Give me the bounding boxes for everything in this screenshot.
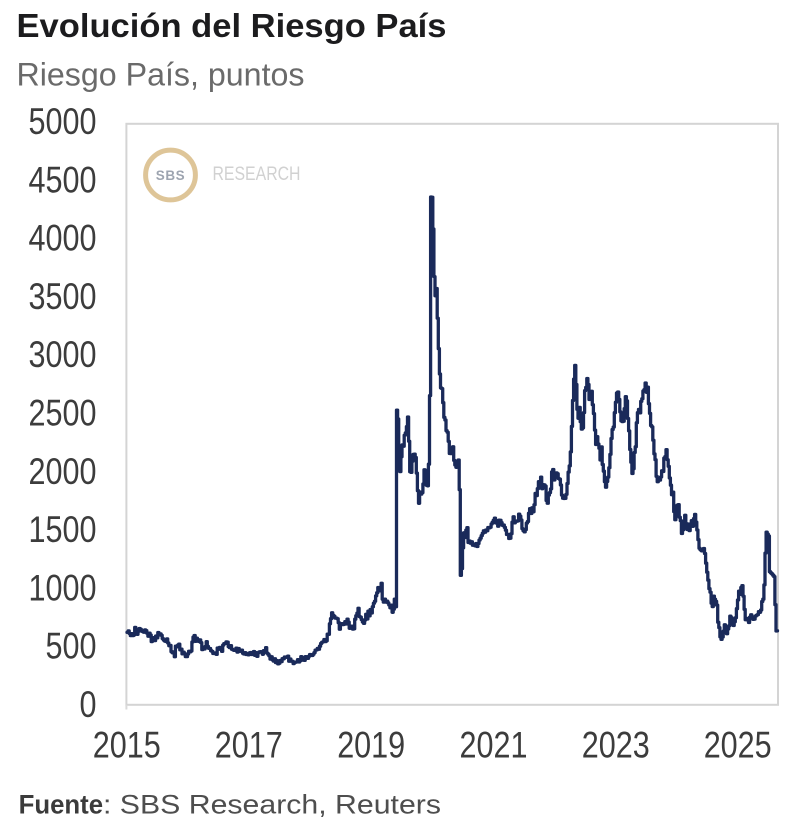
svg-text:2015: 2015 <box>93 724 161 766</box>
svg-text:2023: 2023 <box>582 724 650 766</box>
svg-text:4000: 4000 <box>29 217 97 259</box>
svg-text:SBS: SBS <box>156 168 186 183</box>
svg-text:1000: 1000 <box>29 566 97 608</box>
svg-text:RESEARCH: RESEARCH <box>213 164 301 185</box>
svg-text:4500: 4500 <box>29 158 97 200</box>
svg-text:Evolución del Riesgo País: Evolución del Riesgo País <box>17 7 447 44</box>
svg-text:: SBS Research, Reuters: : SBS Research, Reuters <box>103 790 441 819</box>
svg-text:2017: 2017 <box>215 724 283 766</box>
svg-text:Fuente: Fuente <box>19 790 104 819</box>
svg-text:5000: 5000 <box>29 100 97 142</box>
svg-text:Riesgo País, puntos: Riesgo País, puntos <box>17 57 305 93</box>
svg-text:500: 500 <box>46 625 97 667</box>
svg-text:3000: 3000 <box>29 333 97 375</box>
svg-text:2025: 2025 <box>704 724 772 766</box>
svg-text:3500: 3500 <box>29 275 97 317</box>
svg-text:2000: 2000 <box>29 450 97 492</box>
svg-text:1500: 1500 <box>29 508 97 550</box>
svg-text:0: 0 <box>80 683 97 725</box>
svg-text:2021: 2021 <box>460 724 528 766</box>
svg-text:2500: 2500 <box>29 392 97 434</box>
svg-text:2019: 2019 <box>337 724 405 766</box>
